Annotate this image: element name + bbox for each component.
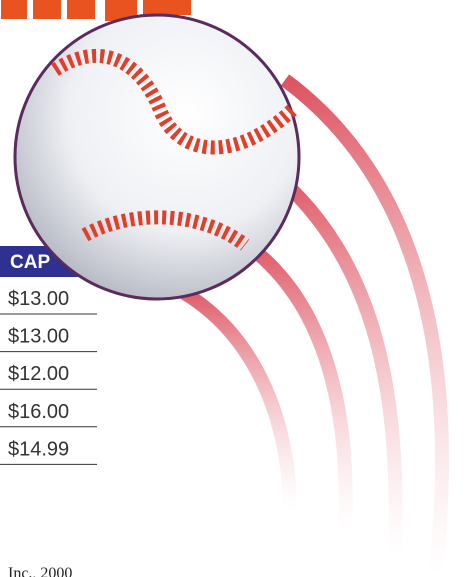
graphic: CAP $13.00 $13.00 $12.00 $16.00 $14.99 Inc.,… (0, 0, 473, 577)
price-cell: $14.99 (8, 438, 69, 460)
column-header: CAP (10, 252, 50, 273)
price-cell: $13.00 (8, 288, 69, 310)
baseball (15, 15, 299, 299)
price-cell: $16.00 (8, 401, 69, 423)
price-cell: $13.00 (8, 326, 69, 348)
footer-credit: Inc., 2000 (8, 565, 72, 577)
price-cell: $12.00 (8, 363, 69, 385)
